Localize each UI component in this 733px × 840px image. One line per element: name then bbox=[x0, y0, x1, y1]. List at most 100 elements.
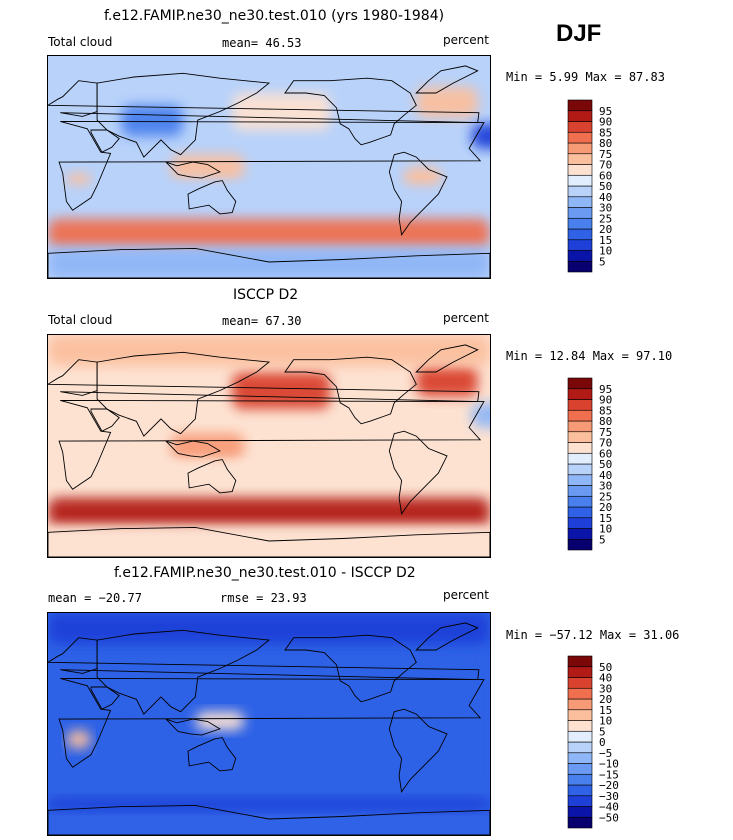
colorbar-tick-label: 20 bbox=[599, 501, 612, 514]
region-central-asia bbox=[121, 105, 184, 137]
colorbar-tick-label: 5 bbox=[599, 725, 606, 738]
colorbar-box bbox=[567, 388, 593, 400]
region-arctic bbox=[48, 335, 490, 366]
colorbar-tick-label: 50 bbox=[599, 661, 612, 674]
coastline-africa bbox=[58, 399, 485, 490]
colorbar-box bbox=[567, 655, 593, 668]
colorbar-tick-label: 40 bbox=[599, 469, 612, 482]
panel2-map-svg bbox=[48, 335, 490, 557]
colorbar-box bbox=[567, 666, 593, 678]
colorbar-tick-label: 85 bbox=[599, 126, 612, 139]
region-southern-ocean-storm-track bbox=[48, 497, 490, 527]
colorbar-tick-label: −10 bbox=[599, 758, 619, 771]
coastline-indonesia bbox=[165, 440, 221, 458]
colorbar-tick-label: 10 bbox=[599, 523, 612, 536]
colorbar-box bbox=[567, 377, 593, 390]
panel2-minmax: Min = 12.84 Max = 97.10 bbox=[506, 349, 673, 363]
coastline-south-america bbox=[388, 151, 448, 236]
colorbar-tick-label: 50 bbox=[599, 458, 612, 471]
region-antarctica bbox=[48, 527, 490, 557]
colorbar-box bbox=[567, 528, 593, 540]
panel3-title: f.e12.FAMIP.ne30_ne30.test.010 - ISCCP D… bbox=[114, 565, 416, 581]
colorbar-tick-label: 15 bbox=[599, 704, 612, 717]
colorbar-box bbox=[567, 431, 593, 443]
panel1-colorbar: 5 10 15 20 25 30 40 50 60 70 75 80 85 90 95 bbox=[567, 99, 628, 273]
colorbar-box bbox=[567, 538, 593, 551]
colorbar-box bbox=[567, 806, 593, 818]
colorbar-tick-label: 60 bbox=[599, 169, 612, 182]
colorbar-box bbox=[567, 196, 593, 208]
coastline-antarctica bbox=[48, 247, 490, 278]
colorbar-box bbox=[567, 773, 593, 786]
colorbar-box bbox=[567, 250, 593, 262]
colorbar-tick-label: −40 bbox=[599, 801, 619, 814]
region-arctic bbox=[48, 613, 490, 644]
coastline-arabia bbox=[90, 129, 120, 153]
coastline-arabia bbox=[90, 686, 120, 710]
colorbar-box bbox=[567, 185, 593, 198]
region-antarctic-coast bbox=[48, 798, 490, 811]
colorbar-box bbox=[567, 752, 593, 764]
region-north-pacific bbox=[232, 93, 331, 130]
colorbar-box bbox=[567, 730, 593, 743]
region-antarctica bbox=[48, 248, 490, 278]
region-subtropical-oceans bbox=[48, 185, 490, 204]
colorbar-box bbox=[567, 409, 593, 422]
colorbar-box bbox=[567, 420, 593, 433]
coastline-south-america bbox=[388, 430, 448, 515]
region-north-atlantic bbox=[416, 86, 478, 118]
colorbar-box bbox=[567, 795, 593, 807]
colorbar-box bbox=[567, 121, 593, 133]
panel1-units: percent bbox=[443, 33, 489, 47]
region-sahara-arabia bbox=[471, 123, 490, 149]
panel2-title: ISCCP D2 bbox=[233, 287, 299, 303]
coastline-asia bbox=[96, 351, 271, 437]
coastline-asia bbox=[96, 629, 271, 715]
colorbar-tick-label: 60 bbox=[599, 447, 612, 460]
colorbar-box bbox=[567, 153, 593, 165]
colorbar-tick-label: 20 bbox=[599, 693, 612, 706]
colorbar-tick-label: 30 bbox=[599, 480, 612, 493]
region-west-pacific bbox=[170, 433, 245, 459]
region-global-oceans bbox=[48, 650, 490, 798]
colorbar-tick-label: 90 bbox=[599, 116, 612, 129]
colorbar-tick-label: −20 bbox=[599, 779, 619, 792]
colorbar-tick-label: 95 bbox=[599, 383, 612, 396]
coastline-australia bbox=[187, 180, 237, 215]
panel1-minmax: Min = 5.99 Max = 87.83 bbox=[506, 70, 665, 84]
colorbar-box bbox=[567, 110, 593, 122]
colorbar-tick-label: 85 bbox=[599, 404, 612, 417]
region-north-atlantic bbox=[416, 643, 478, 675]
colorbar-tick-label: 25 bbox=[599, 490, 612, 503]
colorbar-box bbox=[567, 142, 593, 155]
panel1-map-svg bbox=[48, 56, 490, 278]
panel1-title: f.e12.FAMIP.ne30_ne30.test.010 (yrs 1980… bbox=[104, 8, 445, 24]
colorbar-tick-label: 50 bbox=[599, 180, 612, 193]
colorbar-box bbox=[567, 217, 593, 230]
colorbar-tick-label: −15 bbox=[599, 768, 619, 781]
coastline-north-america bbox=[284, 356, 417, 425]
coastline-greenland bbox=[415, 65, 479, 94]
colorbar-tick-label: 25 bbox=[599, 212, 612, 225]
colorbar-box bbox=[567, 720, 593, 732]
colorbar-tick-label: −50 bbox=[599, 811, 619, 824]
panel2-colorbar: 5 10 15 20 25 30 40 50 60 70 75 80 85 90 95 bbox=[567, 377, 628, 551]
panel2-mean: mean= 67.30 bbox=[222, 314, 302, 328]
panel2-variable-label: Total cloud bbox=[48, 313, 113, 327]
region-itcz-west-pacific bbox=[170, 154, 245, 180]
panel3-units: percent bbox=[443, 588, 489, 602]
colorbar-tick-label: 75 bbox=[599, 148, 612, 161]
panel2-map bbox=[47, 334, 491, 558]
colorbar-box bbox=[567, 517, 593, 529]
colorbar-box bbox=[567, 485, 593, 497]
colorbar-tick-label: 20 bbox=[599, 223, 612, 236]
colorbar-tick-label: 70 bbox=[599, 437, 612, 450]
season-label: DJF bbox=[556, 20, 602, 47]
colorbar-box bbox=[567, 506, 593, 519]
colorbar-tick-label: 80 bbox=[599, 137, 612, 150]
colorbar-tick-label: 90 bbox=[599, 394, 612, 407]
colorbar-tick-label: 95 bbox=[599, 105, 612, 118]
colorbar-box bbox=[567, 442, 593, 454]
